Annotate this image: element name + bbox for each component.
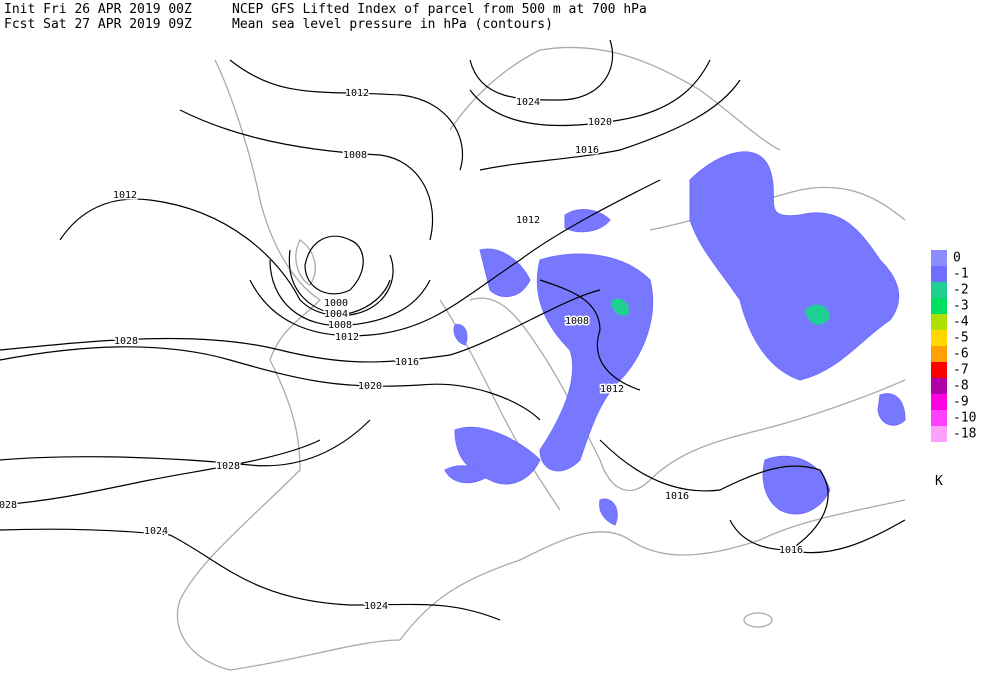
contour-labels: 1012100810241020101610121012100010041008… <box>0 87 805 614</box>
contour-label: 1008 <box>328 320 352 331</box>
forecast-time: Fcst Sat 27 APR 2019 09Z <box>4 17 192 32</box>
contour-label: 1024 <box>516 97 540 108</box>
init-time: Init Fri 26 APR 2019 00Z <box>4 2 192 17</box>
legend-label: 0 <box>953 251 961 266</box>
legend-swatch <box>931 282 947 298</box>
legend-unit: K <box>935 474 943 489</box>
legend-label: -2 <box>953 283 969 298</box>
legend-label: -6 <box>953 347 969 362</box>
contour-label: 1020 <box>358 381 382 392</box>
legend-swatch <box>931 362 947 378</box>
contour-label: 1016 <box>575 145 599 156</box>
legend-label: -7 <box>953 363 969 378</box>
map-subtitle: Mean sea level pressure in hPa (contours… <box>232 17 553 32</box>
legend-label: -5 <box>953 331 969 346</box>
legend: K 0-1-2-3-4-5-6-7-8-9-10-18 <box>931 250 976 489</box>
contour-label: 028 <box>0 500 17 511</box>
contour-label: 1008 <box>343 150 367 161</box>
legend-label: -8 <box>953 379 969 394</box>
lifted-index-areas <box>444 151 906 526</box>
legend-label: -1 <box>953 267 969 282</box>
legend-swatch <box>931 314 947 330</box>
legend-swatch <box>931 298 947 314</box>
contour-label: 1016 <box>665 491 689 502</box>
contour-label: 1012 <box>345 88 369 99</box>
legend-swatch <box>931 266 947 282</box>
legend-swatch <box>931 378 947 394</box>
li-minus2 <box>805 304 830 325</box>
contour-label: 1012 <box>516 215 540 226</box>
legend-label: -3 <box>953 299 969 314</box>
legend-swatch <box>931 426 947 442</box>
contour-label: 1012 <box>335 332 359 343</box>
contour-label: 1016 <box>395 357 419 368</box>
legend-swatch <box>931 330 947 346</box>
contour-label: 1004 <box>324 309 348 320</box>
legend-label: -10 <box>953 411 976 426</box>
contour-label: 1016 <box>779 545 803 556</box>
isobars <box>0 39 906 621</box>
map-title: NCEP GFS Lifted Index of parcel from 500… <box>232 2 647 17</box>
contour-label: 1012 <box>113 190 137 201</box>
legend-swatch <box>931 410 947 426</box>
contour-label: 1012 <box>600 384 624 395</box>
legend-swatch <box>931 250 947 266</box>
contour-label: 1024 <box>364 601 388 612</box>
legend-swatch <box>931 346 947 362</box>
contour-label: 1000 <box>324 298 348 309</box>
legend-swatch <box>931 394 947 410</box>
legend-label: -9 <box>953 395 969 410</box>
contour-label: 1008 <box>565 316 589 327</box>
contour-label: 1020 <box>588 117 612 128</box>
contour-label: 1028 <box>216 461 240 472</box>
contour-label: 1024 <box>144 526 168 537</box>
li-minus2 <box>611 298 629 316</box>
legend-label: -18 <box>953 427 976 442</box>
contour-label: 1028 <box>114 336 138 347</box>
legend-label: -4 <box>953 315 969 330</box>
